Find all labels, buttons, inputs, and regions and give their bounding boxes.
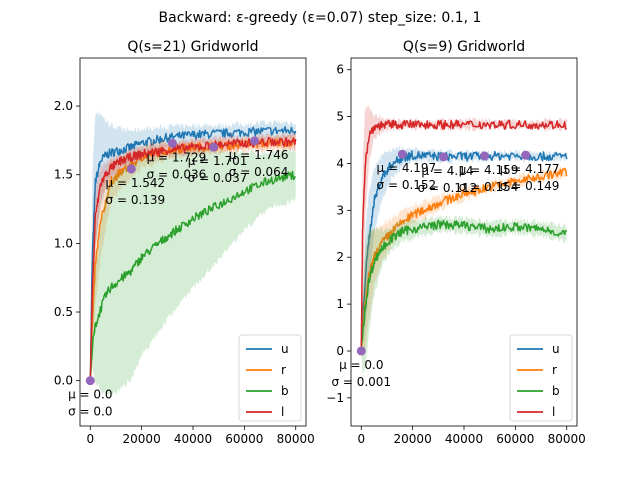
legend-label-l: l [281, 405, 284, 419]
y-tick-label: 0.0 [54, 374, 73, 388]
x-tick-label: 20000 [394, 432, 432, 446]
x-tick-label: 0 [86, 432, 94, 446]
y-tick-label: 2 [336, 250, 344, 264]
annotation-sigma: σ = 0.001 [331, 375, 391, 389]
plot-area [361, 104, 566, 374]
annotation-marker [209, 143, 218, 152]
x-tick-label: 80000 [548, 432, 586, 446]
annotation-mu: μ = 4.177 [500, 162, 560, 176]
annotation-sigma: σ = 0.0 [68, 405, 112, 419]
annotation-marker [250, 136, 259, 145]
series-line-r [361, 169, 566, 348]
annotation-mu: μ = 0.0 [339, 358, 383, 372]
legend-label-r: r [281, 363, 286, 377]
y-tick-label: 0 [336, 344, 344, 358]
annotation-marker [127, 164, 136, 173]
legend-label-u: u [552, 342, 560, 356]
annotation-sigma: σ = 0.149 [500, 179, 560, 193]
annotation-mu: μ = 0.0 [68, 388, 112, 402]
y-tick-label: 1.5 [54, 168, 73, 182]
annotation-sigma: σ = 0.064 [229, 165, 289, 179]
legend-label-r: r [552, 363, 557, 377]
y-tick-label: −1 [326, 391, 344, 405]
y-tick-label: 4 [336, 156, 344, 170]
legend-box [239, 335, 301, 421]
annotation-mu: μ = 1.746 [229, 148, 289, 162]
legend-label-u: u [281, 342, 289, 356]
annotation-marker [398, 150, 407, 159]
series-line-b [361, 220, 566, 346]
x-tick-label: 40000 [445, 432, 483, 446]
legend-box [510, 335, 572, 421]
y-tick-label: 2.0 [54, 99, 73, 113]
annotation-sigma: σ = 0.139 [106, 193, 166, 207]
y-tick-label: 6 [336, 63, 344, 77]
legend-label-l: l [552, 405, 555, 419]
y-tick-label: 1.0 [54, 236, 73, 250]
figure-suptitle: Backward: ε-greedy (ε=0.07) step_size: 0… [159, 10, 482, 26]
annotation-marker [168, 139, 177, 148]
subplot-title: Q(s=21) Gridworld [127, 39, 258, 55]
x-tick-label: 60000 [496, 432, 534, 446]
x-tick-label: 0 [357, 432, 365, 446]
annotation-marker [439, 152, 448, 161]
x-tick-label: 60000 [225, 432, 263, 446]
legend-label-b: b [552, 384, 560, 398]
annotation-marker [86, 376, 95, 385]
annotation-marker [521, 151, 530, 160]
annotation-marker [357, 346, 366, 355]
x-tick-label: 80000 [277, 432, 315, 446]
y-tick-label: 0.5 [54, 305, 73, 319]
subplot-title: Q(s=9) Gridworld [403, 39, 525, 55]
y-tick-label: 5 [336, 110, 344, 124]
x-tick-label: 20000 [123, 432, 161, 446]
x-tick-label: 40000 [174, 432, 212, 446]
y-tick-label: 1 [336, 297, 344, 311]
legend-label-b: b [281, 384, 289, 398]
annotation-marker [480, 152, 489, 161]
y-tick-label: 3 [336, 203, 344, 217]
